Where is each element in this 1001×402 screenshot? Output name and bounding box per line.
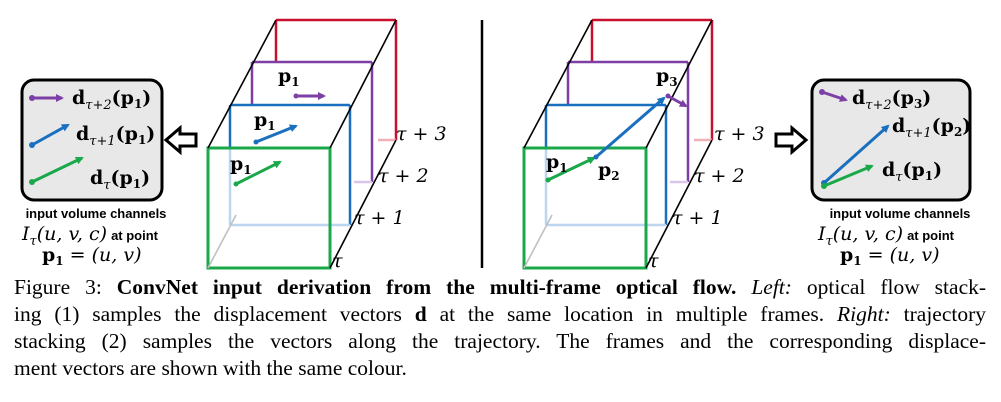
right-vec-tau2-arrow: [821, 90, 848, 102]
right-frame-stack: [522, 18, 714, 270]
left-vec-tau-arrow: [31, 156, 84, 184]
left-point-label-1: p1: [278, 65, 300, 89]
left-point-label-2: p1: [254, 109, 276, 133]
left-frame-tau3: [274, 18, 398, 142]
right-hollow-arrow-icon: [774, 124, 809, 156]
left-frame-tau: [206, 146, 332, 270]
left-frame-vec-tau1: [255, 124, 298, 144]
figure-3: dτ+2(p1) dτ+1(p1) dτ(p1) input volume ch…: [20, 18, 972, 272]
figure-caption: Figure 3: ConvNet input derivation from …: [14, 274, 986, 382]
left-hollow-arrow-icon: [163, 124, 198, 156]
right-channels-panel: dτ+2(p3) dτ+1(p2) dτ(p1) input volume ch…: [810, 78, 972, 268]
caption-title: ConvNet input derivation from the multi-…: [116, 275, 737, 299]
right-vec-tau-arrow: [823, 164, 874, 188]
left-channels-panel: dτ+2(p1) dτ+1(p1) dτ(p1) input volume ch…: [20, 78, 167, 268]
right-label-tau2: τ + 2: [694, 165, 745, 187]
right-label-tau1: τ + 1: [672, 207, 723, 229]
right-panel-caption-3: p1 = (u, v): [840, 244, 940, 268]
right-vec-label-tau2: dτ+2(p3): [852, 87, 931, 113]
left-label-tau3: τ + 3: [396, 123, 447, 145]
left-panel-caption-2: Iτ(u, v, c) at point: [21, 223, 159, 249]
right-panel-caption-2: Iτ(u, v, c) at point: [817, 223, 955, 249]
caption-line-2: ing (1) samples the displacement vectors…: [14, 302, 987, 326]
right-frame-vec-tau1: [595, 96, 666, 159]
left-label-tau: τ: [332, 250, 343, 272]
left-label-tau2: τ + 2: [378, 165, 429, 187]
right-frame-tau: [522, 146, 648, 270]
left-label-tau1: τ + 1: [354, 207, 405, 229]
left-vec-tau1-arrow: [31, 123, 70, 147]
right-vec-label-tau1: dτ+1(p2): [892, 115, 971, 141]
right-label-tau: τ: [648, 250, 659, 272]
right-frame-vec-tau2: [667, 94, 688, 108]
right-point-label-1: p1: [546, 151, 568, 175]
right-frame-tau3: [590, 18, 714, 142]
right-panel-caption-1: input volume channels: [830, 206, 971, 221]
left-vec-label-tau1: dτ+1(p1): [76, 123, 155, 149]
caption-line-3: stacking (2) samples the vectors along t…: [14, 329, 986, 353]
right-frame-vec-tau: [547, 156, 596, 182]
caption-line-1: Figure 3: ConvNet input derivation from …: [14, 274, 986, 301]
left-frame-tau2: [250, 60, 374, 184]
right-vec-label-tau: dτ(p1): [882, 159, 942, 185]
right-label-tau3: τ + 3: [714, 123, 765, 145]
right-frame-tau2: [566, 60, 690, 184]
caption-text-1: optical flow stack-: [806, 275, 987, 299]
right-vec-tau1-arrow: [823, 124, 890, 185]
left-panel-caption-1: input volume channels: [26, 206, 167, 221]
caption-label: Figure 3:: [14, 275, 102, 299]
caption-line-4: ment vectors are shown with the same col…: [14, 356, 407, 380]
left-frame-vec-tau: [235, 160, 282, 186]
left-frame-tau1: [228, 103, 352, 227]
right-panel-box: [810, 78, 972, 202]
caption-left-word: Left:: [751, 275, 792, 299]
right-frame-tau1: [544, 103, 668, 227]
left-vec-label-tau: dτ(p1): [90, 167, 150, 193]
right-point-label-3: p3: [656, 65, 678, 89]
left-panel-caption-3: p1 = (u, v): [42, 244, 142, 268]
right-point-label-2: p2: [598, 159, 620, 183]
left-frame-stack: [206, 18, 398, 270]
left-vec-label-tau2: dτ+2(p1): [72, 87, 151, 113]
left-point-label-3: p1: [230, 153, 252, 177]
